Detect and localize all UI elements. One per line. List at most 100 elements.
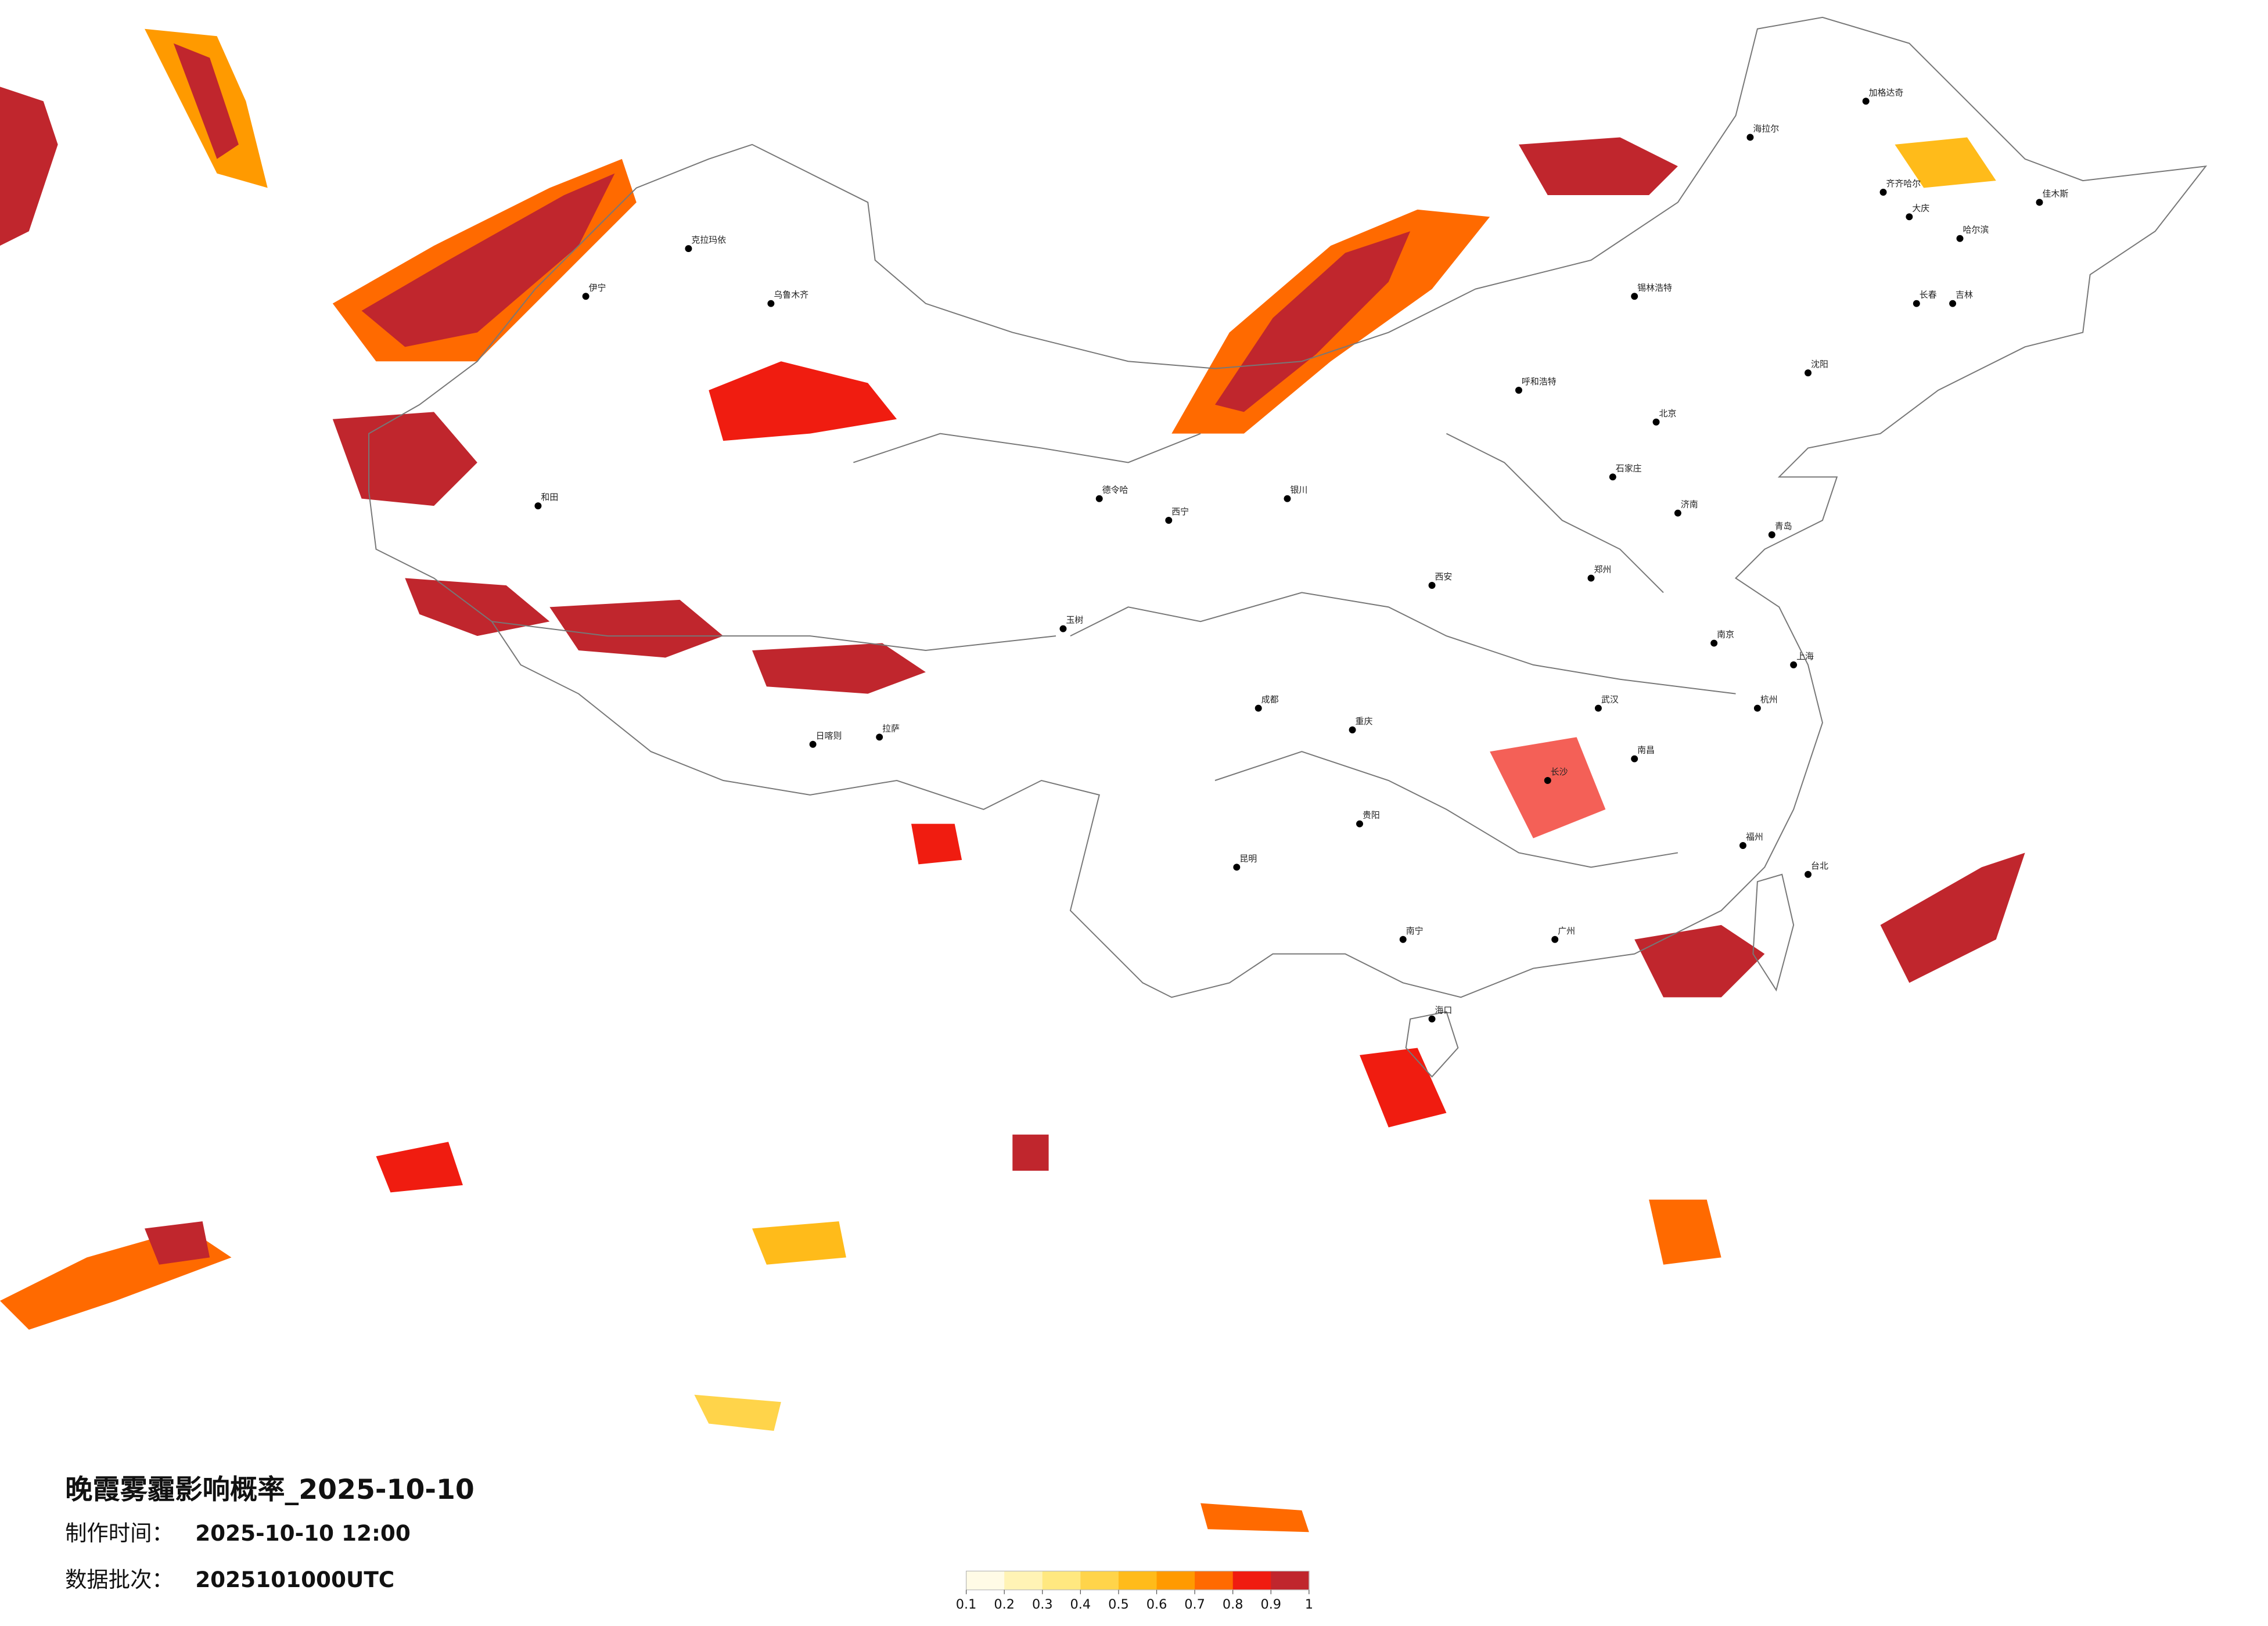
city-dot (1913, 300, 1920, 307)
haze-area (1880, 852, 2025, 983)
colorbar-bin (1080, 1571, 1119, 1590)
city-label: 银川 (1290, 485, 1307, 495)
city-dot (1059, 625, 1067, 632)
city-dot (1551, 936, 1559, 943)
city-label: 拉萨 (882, 723, 900, 733)
province-border (853, 433, 1201, 463)
haze-area (549, 599, 724, 658)
city-label: 济南 (1681, 499, 1698, 510)
city-label: 杭州 (1760, 695, 1778, 705)
city-dot (685, 245, 692, 253)
colorbar-tick-label: 0.8 (1223, 1597, 1243, 1612)
haze-area (1214, 231, 1411, 412)
city-label: 福州 (1746, 832, 1763, 842)
city-dot (1165, 517, 1173, 524)
colorbar-tick-label: 0.6 (1146, 1597, 1167, 1612)
city-dot (1233, 864, 1241, 871)
city-dot (1805, 369, 1812, 377)
haze-area (376, 1142, 463, 1193)
haze-area (1490, 737, 1606, 839)
haze-area (361, 173, 615, 347)
colorbar-tick-label: 0.7 (1184, 1597, 1205, 1612)
city-dot (1956, 235, 1964, 242)
city-dot (1768, 531, 1775, 538)
province-border (491, 621, 1056, 652)
haze-area (911, 823, 962, 865)
city-dot (1284, 495, 1291, 502)
haze-area (1518, 137, 1678, 195)
haze-area (1895, 137, 1996, 188)
city-label: 重庆 (1356, 716, 1373, 726)
colorbar-tick-label: 1 (1305, 1597, 1313, 1612)
haze-area (173, 43, 239, 159)
city-dot (1949, 300, 1957, 307)
city-dot (1710, 639, 1718, 647)
colorbar-tick-label: 0.3 (1032, 1597, 1053, 1612)
city-dot (1879, 189, 1887, 196)
city-label: 锡林浩特 (1637, 282, 1672, 293)
city-dot (1631, 293, 1638, 300)
city-label: 西宁 (1171, 506, 1189, 517)
colorbar-bin (1232, 1571, 1272, 1590)
city-dot (1356, 820, 1363, 828)
haze-areas (0, 28, 2025, 1533)
colorbar-bin (1004, 1571, 1043, 1590)
haze-area (405, 578, 550, 636)
city-dot (1255, 704, 1262, 712)
city-dot (1790, 661, 1798, 668)
city-dot (1609, 473, 1616, 481)
city-label: 哈尔滨 (1963, 225, 1989, 235)
colorbar-tick-label: 0.4 (1070, 1597, 1091, 1612)
batch-label: 数据批次： (65, 1567, 174, 1592)
city-dot (2036, 199, 2043, 206)
city-label: 沈阳 (1811, 359, 1828, 369)
city-label: 吉林 (1956, 290, 1973, 300)
city-dot (1753, 704, 1761, 712)
country-border (368, 16, 2208, 998)
colorbar-tick-label: 0.2 (994, 1597, 1015, 1612)
taiwan-border (1752, 873, 1795, 992)
haze-area (694, 1394, 781, 1431)
city-dot (582, 293, 590, 300)
haze-area (145, 1221, 210, 1265)
city-label: 呼和浩特 (1522, 376, 1557, 387)
colorbar-bin (1118, 1571, 1158, 1590)
province-border (1214, 751, 1678, 868)
city-label: 齐齐哈尔 (1886, 178, 1921, 189)
colorbar-bin (1195, 1571, 1234, 1590)
haze-area (1012, 1134, 1049, 1171)
haze-area (752, 1221, 846, 1265)
haze-area (1649, 1199, 1721, 1265)
boundaries (368, 16, 2208, 1078)
province-border (1446, 433, 1664, 593)
colorbar-frame (965, 1570, 1310, 1591)
city-label: 日喀则 (816, 731, 842, 741)
city-label: 成都 (1261, 695, 1279, 705)
made-label: 制作时间： (65, 1520, 174, 1546)
made-time: 2025-10-10 12:00 (195, 1520, 411, 1546)
city-dot (1746, 134, 1754, 141)
city-label: 西安 (1435, 571, 1453, 582)
colorbar-bin (1156, 1571, 1195, 1590)
city-label: 南昌 (1637, 745, 1655, 756)
city-dot (876, 733, 883, 741)
haze-area (709, 361, 897, 441)
city-dot (1594, 704, 1602, 712)
city-dot (1805, 870, 1812, 878)
city-label: 郑州 (1594, 564, 1611, 575)
city-label: 大庆 (1912, 203, 1929, 213)
city-label: 德令哈 (1102, 485, 1128, 495)
city-dot (1544, 777, 1551, 784)
city-label: 南宁 (1406, 926, 1424, 936)
city-dot (1095, 495, 1103, 502)
city-label: 石家庄 (1616, 463, 1642, 473)
colorbar: 0.1 0.2 0.3 0.4 0.5 0.6 0.7 0.8 0.9 1 (956, 1570, 1313, 1612)
city-dot (1674, 509, 1681, 517)
colorbar-tick-label: 0.5 (1108, 1597, 1129, 1612)
province-border (1070, 592, 1736, 695)
city-dot (1428, 582, 1436, 589)
city-label: 加格达奇 (1869, 87, 1904, 98)
city-dot (1906, 213, 1913, 221)
